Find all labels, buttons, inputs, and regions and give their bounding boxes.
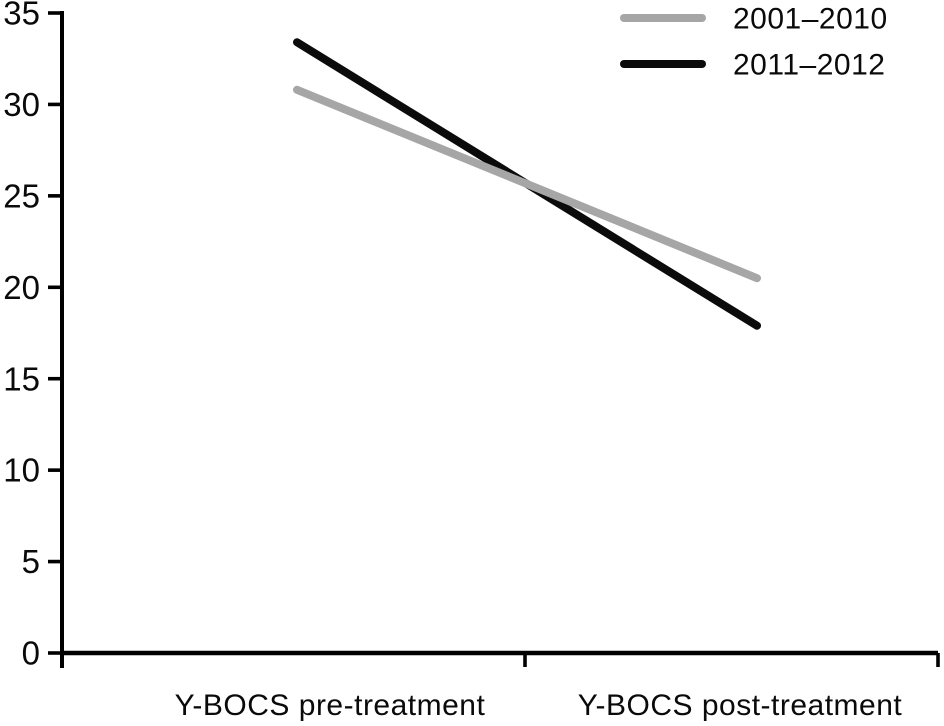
y-axis-tick-label: 10 — [3, 452, 40, 489]
x-axis: Y-BOCS pre-treatment Y-BOCS post-treatme… — [60, 650, 940, 722]
y-axis-tick-label: 0 — [22, 635, 40, 672]
series-line-2001-2010 — [293, 85, 761, 283]
y-axis-tick-label: 35 — [3, 0, 40, 32]
legend: 2001–2010 2011–2012 — [620, 3, 888, 82]
y-axis: 0 5 10 15 20 25 30 35 — [3, 0, 64, 672]
y-axis-tick-label: 25 — [3, 177, 40, 214]
y-axis-tick-label: 15 — [3, 360, 40, 397]
legend-label-2011-2012: 2011–2012 — [733, 49, 885, 82]
series-lines — [293, 38, 761, 330]
y-axis-ticks: 0 5 10 15 20 25 30 35 — [3, 0, 62, 672]
y-axis-tick-label: 5 — [22, 543, 40, 580]
y-axis-tick-label: 20 — [3, 269, 40, 306]
x-axis-label-post-treatment: Y-BOCS post-treatment — [578, 689, 903, 722]
y-axis-tick-label: 30 — [3, 86, 40, 123]
legend-label-2001-2010: 2001–2010 — [733, 3, 888, 36]
x-axis-label-pre-treatment: Y-BOCS pre-treatment — [175, 689, 486, 722]
